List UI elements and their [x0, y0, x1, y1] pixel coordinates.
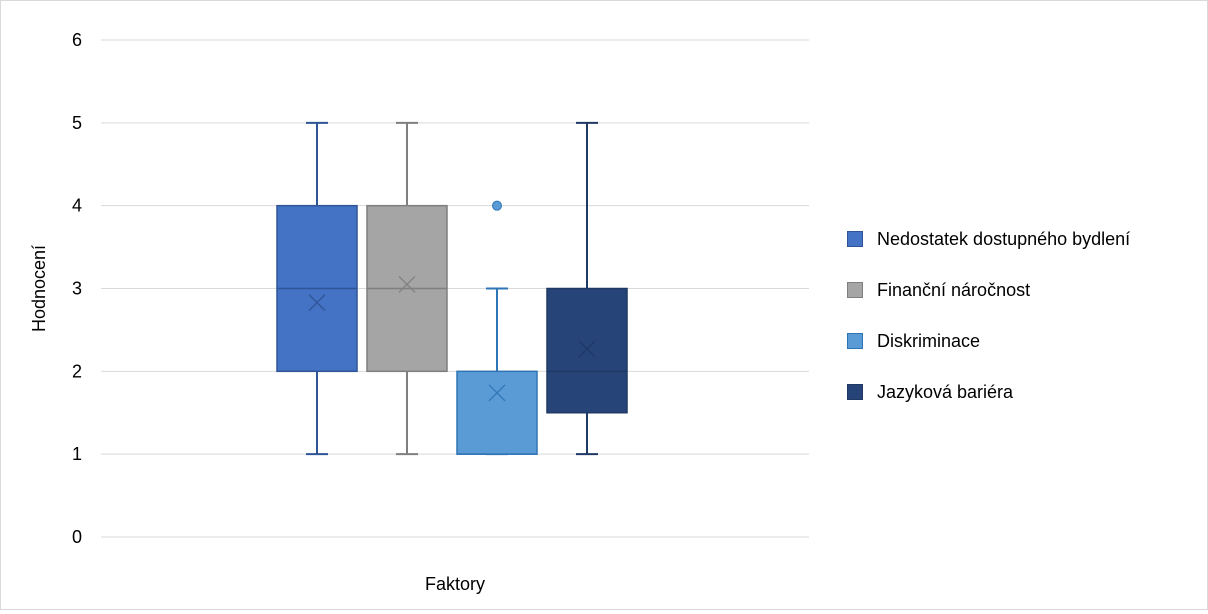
series-0-mean-marker-b — [308, 294, 326, 312]
legend-item-0: Nedostatek dostupného bydlení — [847, 227, 1130, 251]
legend-label: Nedostatek dostupného bydlení — [877, 228, 1131, 249]
series-2-mean-marker-b — [488, 384, 506, 402]
legend-label: Finanční náročnost — [877, 279, 1031, 300]
legend-label: Diskriminace — [877, 330, 981, 351]
y-tick-label-6: 6 — [72, 30, 82, 50]
series-3-mean-marker-b — [578, 340, 596, 358]
legend-swatch — [847, 333, 863, 349]
series-2-outlier-0 — [492, 200, 502, 211]
y-tick-label-4: 4 — [72, 196, 82, 216]
y-tick-label-1: 1 — [72, 444, 82, 464]
series-2-box — [456, 370, 538, 455]
legend-label: Jazyková bariéra — [877, 381, 1014, 402]
legend-swatch — [847, 231, 863, 247]
legend-swatch — [847, 384, 863, 400]
y-tick-label-5: 5 — [72, 113, 82, 133]
series-3-box — [546, 287, 628, 414]
x-axis-title: Faktory — [425, 574, 485, 594]
legend-item-3: Jazyková bariéra — [847, 380, 1130, 404]
legend-item-2: Diskriminace — [847, 329, 1130, 353]
y-tick-label-2: 2 — [72, 361, 82, 381]
legend-item-1: Finanční náročnost — [847, 278, 1130, 302]
series-1-mean-marker-b — [398, 275, 416, 293]
y-tick-label-0: 0 — [72, 527, 82, 547]
y-tick-label-3: 3 — [72, 279, 82, 299]
legend-swatch — [847, 282, 863, 298]
y-axis-title: Hodnocení — [29, 245, 49, 332]
legend: Nedostatek dostupného bydlení Finanční ná… — [847, 227, 1130, 431]
